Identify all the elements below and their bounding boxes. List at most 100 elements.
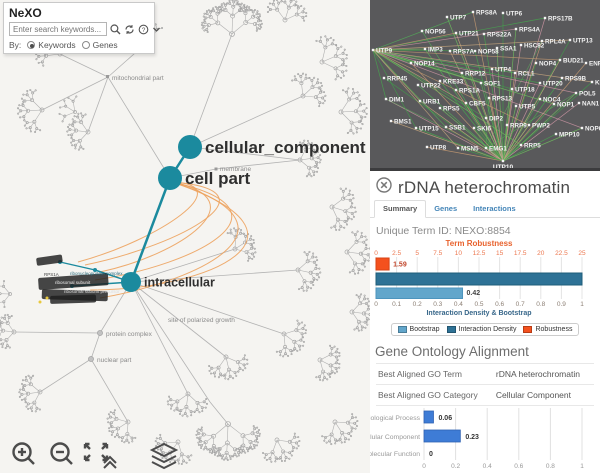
tab-interactions[interactable]: Interactions [473,204,516,213]
gene-node-label[interactable]: KRR1 [595,80,600,87]
gene-node[interactable]: SSB1 [444,125,466,132]
layers-button[interactable] [149,442,179,470]
gene-node-label[interactable]: RRP9 [510,123,527,130]
radio-keywords-label[interactable]: Keywords [38,40,76,50]
gene-node[interactable]: RPS17B [543,16,573,23]
close-icon[interactable] [376,177,392,198]
gene-node-label[interactable]: UTP15 [419,126,439,133]
term-label[interactable]: cellular_component [205,138,366,157]
zoom-out-button[interactable] [50,442,73,465]
gene-node-label[interactable]: IMP3 [428,47,443,54]
interaction-network-panel[interactable]: UTP9 UTP7 RPS8A UTP6 RPS17B NOP56 UTP21 RPS22A R… [370,0,600,171]
term-label[interactable]: membrane [220,166,251,173]
gene-node-label[interactable]: CBF5 [469,101,486,108]
gene-node[interactable]: UTP21 [454,31,479,38]
gene-node-label[interactable]: RRP45 [387,76,408,83]
gene-node-label[interactable]: MSN5 [461,146,479,153]
reset-icon[interactable] [124,24,135,35]
gene-node-label[interactable]: RPS5 [443,106,460,113]
gene-node-label[interactable]: RRP5 [524,143,541,150]
cluster-term-label[interactable]: RPS1A [44,272,59,277]
interaction-network-canvas[interactable]: UTP9 UTP7 RPS8A UTP6 RPS17B NOP56 UTP21 RPS22A R… [370,0,600,168]
gene-node[interactable]: URB1 [418,99,441,106]
radio-genes-label[interactable]: Genes [92,40,118,50]
gene-node-label[interactable]: SSB1 [449,125,466,132]
gene-node[interactable]: SKI6 [472,126,492,133]
gene-node[interactable]: POL5 [574,91,596,98]
cluster-term-label[interactable]: ribosomal subunit [55,280,91,285]
gene-node-label[interactable]: URB1 [423,99,441,106]
gene-node-label[interactable]: UTP6 [506,11,523,18]
gene-node-label[interactable]: NOP4 [539,61,557,68]
gene-node-label[interactable]: UTP8 [430,145,447,152]
term-label[interactable]: cell part [185,169,251,188]
gene-node[interactable]: HSC82 [519,43,545,50]
gene-node-label[interactable]: NOC4 [543,97,561,104]
gene-node-label[interactable]: RRP12 [465,71,486,78]
gene-node[interactable]: RPS7A [448,49,475,56]
gene-node-label[interactable]: UTP10 [493,164,514,168]
gene-node[interactable]: SOF1 [479,81,501,88]
gene-node-label[interactable]: UTP5 [519,104,536,111]
gene-node[interactable]: UTP9 [371,48,393,55]
gene-node-label[interactable]: NOP58 [478,49,499,56]
gene-node[interactable]: UTP7 [445,15,467,22]
gene-node-label[interactable]: PWP2 [532,123,550,130]
gene-node[interactable]: KRE33 [438,79,464,86]
gene-node-label[interactable]: RPS4A [519,27,540,34]
radio-genes[interactable] [81,41,90,49]
term-label[interactable]: intracellular [144,276,215,290]
gene-node[interactable]: MSN5 [456,146,479,153]
gene-node-label[interactable]: UTP7 [450,15,467,22]
zoom-in-button[interactable] [12,442,35,465]
gene-node[interactable]: RRP5 [519,143,541,150]
gene-node[interactable]: NOC4 [538,97,561,104]
gene-node[interactable]: EMG1 [484,146,508,153]
collapse-chevron-icon[interactable] [152,25,161,34]
gene-node[interactable]: RPS5 [438,106,460,113]
gene-node[interactable]: BMS1 [389,119,412,126]
search-input[interactable] [9,22,107,36]
term-label[interactable]: protein complex [106,331,153,338]
gene-node-label[interactable]: RCL1 [518,71,535,78]
gene-node[interactable]: RRP45 [382,76,408,83]
gene-node[interactable]: UTP5 [514,104,536,111]
gene-node-label[interactable]: UTP21 [459,31,479,38]
gene-node-label[interactable]: EMG1 [489,146,507,153]
gene-node[interactable]: NOP1 [552,102,575,109]
term-node[interactable] [121,272,141,292]
gene-node-label[interactable]: DIP2 [489,116,503,123]
gene-node-label[interactable]: NOP56 [425,29,446,36]
gene-node[interactable]: IMP3 [423,47,443,54]
gene-node-label[interactable]: NAN1 [582,101,600,108]
gene-node[interactable]: RPS13 [487,96,513,103]
gene-node-label[interactable]: RPS17B [548,16,573,23]
gene-node-label[interactable]: UTP22 [421,83,441,90]
term-label[interactable]: nuclear part [97,357,132,364]
gene-node-label[interactable]: RPS9B [565,76,586,83]
gene-node[interactable]: NOP56 [420,29,446,36]
gene-node[interactable]: UTP4 [490,67,512,74]
gene-node[interactable]: BUD21 [558,58,584,65]
tab-genes[interactable]: Genes [434,204,458,213]
gene-node-label[interactable]: UTP9 [376,48,393,55]
gene-node[interactable]: PWP2 [527,123,551,130]
gene-node[interactable]: UTP10 [493,159,514,168]
gene-node-label[interactable]: UTP13 [573,38,593,45]
term-node[interactable] [178,135,202,159]
ontology-graph-panel[interactable]: RPS1A ribonucleoprotein complex ribosomal … [0,0,370,473]
term-node[interactable] [158,166,182,190]
gene-node-label[interactable]: RPS22A [487,32,512,39]
gene-node-label[interactable]: BMS1 [394,119,412,126]
gene-node-label[interactable]: UTP20 [543,81,563,88]
gene-node[interactable]: UTP6 [501,11,523,18]
gene-node[interactable]: UTP18 [510,87,535,94]
gene-node[interactable]: DIM1 [384,97,405,104]
search-icon[interactable] [110,23,121,35]
dense-label-cluster[interactable]: RPS1A ribonucleoprotein complex ribosomal … [36,254,123,304]
gene-node[interactable]: RPS9B [560,76,587,83]
term-label[interactable]: mitochondrial part [112,75,164,82]
gene-node-label[interactable]: UTP4 [495,67,512,74]
gene-node-label[interactable]: MPP10 [559,132,580,139]
gene-node[interactable]: NOP58 [473,49,499,56]
